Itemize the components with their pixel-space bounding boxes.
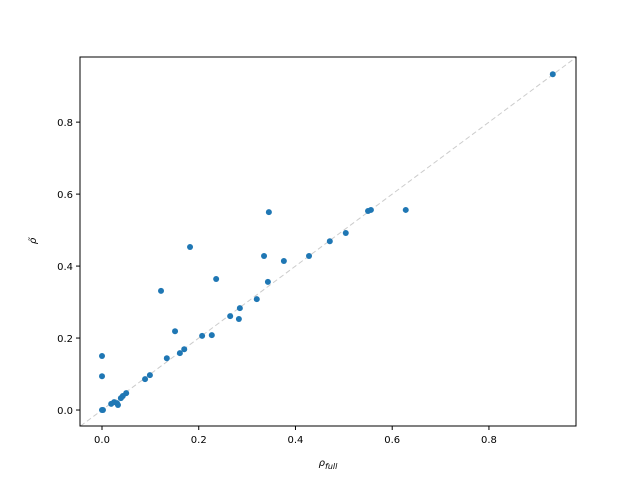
point: [265, 209, 272, 216]
point: [99, 353, 106, 360]
point: [181, 346, 188, 353]
x-tick-label: 0.4: [288, 435, 304, 446]
x-axis-label: ρfull: [319, 458, 338, 471]
y-axis-label: ρ̃: [27, 237, 39, 244]
point: [326, 238, 333, 245]
y-tick-label: 0.2: [57, 334, 73, 345]
point: [227, 313, 234, 320]
x-tick-label: 0.6: [384, 435, 400, 446]
point: [264, 278, 271, 285]
y-tick-label: 0.6: [57, 190, 73, 201]
point: [172, 328, 179, 335]
point: [235, 315, 242, 322]
point: [365, 208, 372, 215]
point: [142, 376, 149, 383]
point: [99, 373, 106, 380]
point: [117, 395, 124, 402]
y-tick-label: 0.0: [57, 406, 73, 417]
point: [176, 350, 183, 357]
x-tick-label: 0.0: [94, 435, 110, 446]
point: [146, 372, 153, 379]
y-tick-label: 0.4: [57, 262, 73, 273]
x-tick-label: 0.8: [481, 435, 497, 446]
plot-frame: [79, 56, 577, 427]
point: [99, 407, 106, 414]
point: [158, 287, 165, 294]
point: [108, 400, 115, 407]
point: [187, 244, 194, 251]
y-tick-label: 0.8: [57, 118, 73, 129]
point: [208, 332, 215, 339]
point: [114, 401, 121, 408]
point: [280, 258, 287, 265]
point: [253, 296, 260, 303]
point: [306, 253, 313, 260]
x-label-sub: full: [325, 462, 338, 471]
point: [402, 206, 409, 213]
point: [342, 229, 349, 236]
point: [549, 71, 556, 78]
point: [236, 305, 243, 312]
point: [213, 276, 220, 283]
point: [261, 253, 268, 260]
point: [199, 332, 206, 339]
x-label-main: ρ: [319, 458, 326, 469]
x-tick-label: 0.2: [191, 435, 207, 446]
point: [163, 355, 170, 362]
